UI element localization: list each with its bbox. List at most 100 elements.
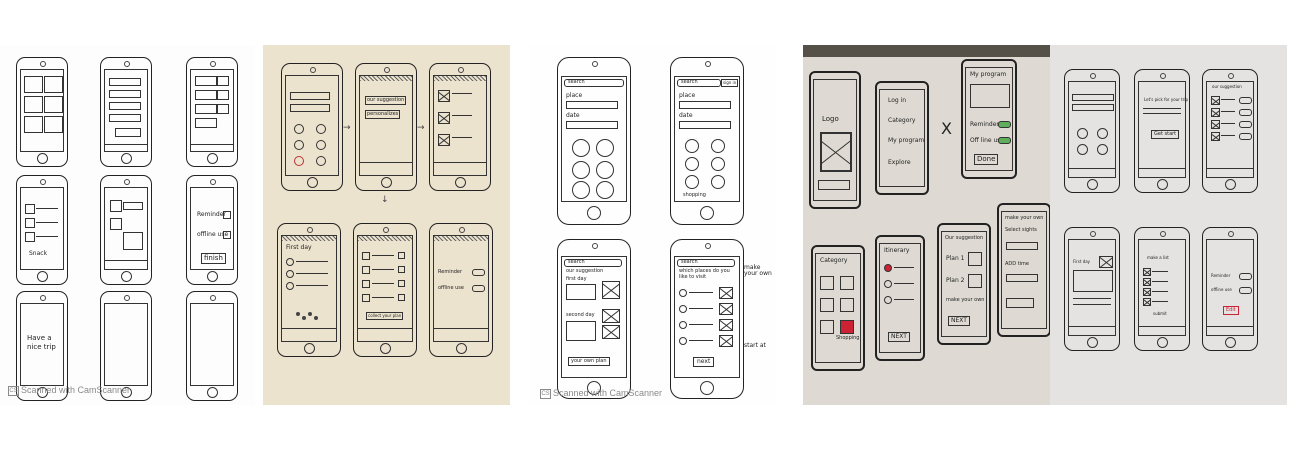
sketch-photo-4: Logo Log in Category My program Explore … <box>803 45 1050 405</box>
camscanner-watermark: CS Scanned with CamScanner <box>8 385 131 396</box>
menu-item-category[interactable]: Category <box>888 117 916 124</box>
offline-toggle[interactable] <box>472 285 485 292</box>
edit-button[interactable]: Edit <box>1223 306 1239 315</box>
sign-in-button[interactable]: sign in <box>721 79 739 87</box>
card-text: Have a nice trip <box>27 334 56 352</box>
wireframe-phone <box>100 175 152 285</box>
our-suggestion-label: our suggestion <box>566 268 604 274</box>
wireframe-phone: make your own Select sights ADD time <box>997 203 1050 337</box>
next-button[interactable]: next <box>693 357 715 367</box>
itinerary-title: Itinerary <box>884 247 910 254</box>
menu-item-my-program[interactable]: My program <box>888 137 925 144</box>
search-bar[interactable] <box>677 79 721 87</box>
our-suggestion-title: our suggestion <box>1212 84 1242 89</box>
your-own-plan-button[interactable]: your own plan <box>568 357 610 366</box>
wireframe-phone <box>281 63 343 191</box>
wireframe-phone: Reminder offline use <box>429 223 493 357</box>
offline-use-label: Off line use <box>970 137 1005 144</box>
reminder-label: Reminder <box>1211 273 1231 278</box>
wireframe-phone: First day <box>277 223 341 357</box>
which-places-label: which places do you like to visit <box>679 268 730 280</box>
our-suggestion-title: Our suggestion <box>945 235 984 241</box>
snack-label: Snack <box>29 250 48 257</box>
get-start-button[interactable]: Get start <box>1151 130 1180 139</box>
reminder-label: Reminder <box>197 211 226 218</box>
make-your-own-title: make your own <box>1005 215 1044 221</box>
wireframe-phone <box>186 291 238 401</box>
next-button[interactable]: NEXT <box>888 332 910 342</box>
my-program-title: My program <box>970 71 1007 78</box>
wireframe-phone: First day <box>1064 227 1120 351</box>
second-day-label: second day <box>566 312 595 318</box>
wireframe-phone: Reminder offline use finish <box>186 175 238 285</box>
wireframe-phone: search which places do you like to visit… <box>670 239 744 399</box>
search-label: search <box>681 259 698 265</box>
wireframe-phone <box>16 57 68 167</box>
plan-2-label: Plan 2 <box>946 277 965 284</box>
search-bar[interactable] <box>564 79 624 87</box>
collect-plan-button[interactable]: collect your plan <box>366 312 404 320</box>
reminder-toggle[interactable] <box>1239 273 1252 280</box>
offline-toggle[interactable] <box>998 137 1011 144</box>
wireframe-phone <box>1064 69 1120 193</box>
make-your-own-label: make your own <box>946 297 985 303</box>
wireframe-phone: Let's pick for your trip Get start <box>1134 69 1190 193</box>
make-a-list-title: make a list <box>1147 255 1169 260</box>
first-day-label: first day <box>566 276 587 282</box>
logo-label: Logo <box>822 115 839 123</box>
first-day-label: First day <box>1073 259 1091 264</box>
wireframe-phone: Itinerary NEXT <box>875 235 925 361</box>
sketch-photo-1: Snack Reminder offline use finish Have a… <box>0 45 255 405</box>
select-sights-label: Select sights <box>1005 227 1037 233</box>
wireframe-phone: collect your plan <box>353 223 417 357</box>
wireframe-phone <box>429 63 491 191</box>
flow-arrow: → <box>343 123 351 133</box>
offline-toggle[interactable] <box>1239 287 1252 294</box>
offline-use-label: offline use <box>197 231 229 238</box>
finish-button[interactable]: finish <box>201 253 226 264</box>
our-suggestion-label: our suggestion <box>365 96 407 105</box>
wireframe-phone <box>100 291 152 401</box>
wireframe-phone: My program Reminder Off line use Done <box>961 59 1017 179</box>
wireframe-phone: Our suggestion Plan 1 Plan 2 make your o… <box>937 223 991 345</box>
x-mark: X <box>941 119 952 138</box>
search-bar[interactable] <box>564 259 622 267</box>
add-time-label: ADD time <box>1005 261 1030 267</box>
wireframe-phone: search place date <box>557 57 631 225</box>
wireframe-phone: Snack <box>16 175 68 285</box>
camscanner-watermark: CS Scanned with CamScanner <box>540 388 663 399</box>
menu-item-explore[interactable]: Explore <box>888 159 911 166</box>
sketch-photo-5: Let's pick for your trip Get start our s… <box>1050 45 1287 405</box>
first-day-label: First day <box>286 244 312 251</box>
flow-arrow: ↓ <box>381 195 389 205</box>
plan-1-label: Plan 1 <box>946 255 965 262</box>
sketch-photo-3: search place date search sign in place d… <box>530 45 775 405</box>
wireframe-phone <box>100 57 152 167</box>
place-label: place <box>566 92 583 99</box>
flow-arrow: → <box>417 123 425 133</box>
next-button[interactable]: NEXT <box>948 316 970 326</box>
search-label: search <box>681 79 698 85</box>
wireframe-phone: make a list submit <box>1134 227 1190 351</box>
search-label: search <box>568 79 585 85</box>
personalizes-label: personalizes <box>365 110 401 119</box>
menu-item-log-in[interactable]: Log in <box>888 97 907 104</box>
reminder-label: Reminder <box>438 269 463 275</box>
wireframe-phone: Log in Category My program Explore <box>875 81 929 195</box>
wireframe-phone: our suggestion <box>1202 69 1258 193</box>
start-at-note: start at <box>744 342 766 349</box>
place-label: place <box>679 92 696 99</box>
reminder-toggle[interactable] <box>998 121 1011 128</box>
shopping-label: shopping <box>683 192 706 198</box>
submit-button[interactable]: submit <box>1153 311 1167 316</box>
category-title: Category <box>820 257 848 264</box>
make-your-own-note: make your own <box>744 264 772 277</box>
search-label: search <box>568 259 585 265</box>
wireframe-phone: search sign in place date shopping <box>670 57 744 225</box>
reminder-toggle[interactable] <box>472 269 485 276</box>
done-button[interactable]: Done <box>974 154 999 165</box>
wireframe-phone: Reminder offline use Edit <box>1202 227 1258 351</box>
wireframe-phone <box>186 57 238 167</box>
reminder-label: Reminder <box>970 121 999 128</box>
search-bar[interactable] <box>677 259 735 267</box>
